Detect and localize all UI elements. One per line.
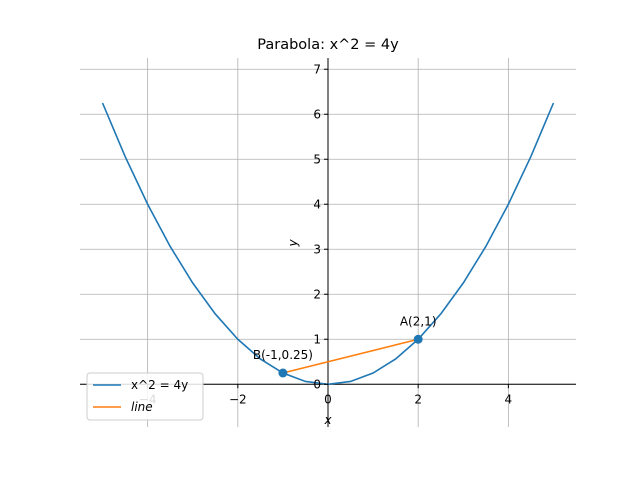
legend-entry: x^2 = 4y — [131, 378, 188, 392]
y-tick-label: 5 — [313, 152, 321, 166]
y-tick-label: 7 — [313, 62, 321, 76]
legend: x^2 = 4y line — [86, 372, 204, 421]
chord-line — [282, 338, 419, 374]
x-tick-label: 0 — [324, 392, 332, 406]
x-tick-label: 2 — [414, 392, 422, 406]
chart-title: Parabola: x^2 = 4y — [257, 37, 399, 53]
y-tick-label: 2 — [313, 287, 321, 301]
x-tick-label: 4 — [505, 392, 513, 406]
y-tick-label: 6 — [313, 107, 321, 121]
point-marker — [413, 334, 423, 344]
x-axis-label: x — [323, 413, 332, 427]
y-tick-label: 1 — [313, 332, 321, 346]
points-layer: A(2,1) B(-1,0.25) — [253, 314, 437, 378]
y-tick-label: 4 — [313, 197, 321, 211]
axes — [80, 58, 576, 427]
x-tick-label: −2 — [229, 392, 247, 406]
y-tick-label: 0 — [313, 377, 321, 391]
y-tick-label: 3 — [313, 242, 321, 256]
y-axis-label: y — [286, 239, 300, 248]
legend-entry: line — [131, 400, 153, 414]
point-marker — [278, 368, 288, 378]
point-label: B(-1,0.25) — [253, 348, 313, 362]
point-label: A(2,1) — [400, 314, 437, 328]
